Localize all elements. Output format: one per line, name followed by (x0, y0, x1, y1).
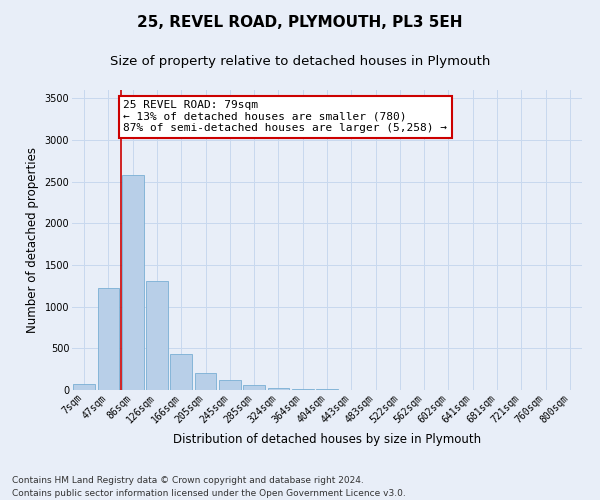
Text: Contains HM Land Registry data © Crown copyright and database right 2024.: Contains HM Land Registry data © Crown c… (12, 476, 364, 485)
Bar (292, 389, 314, 390)
Bar (73, 384, 95, 390)
Text: Contains public sector information licensed under the Open Government Licence v3: Contains public sector information licen… (12, 488, 406, 498)
Bar (97, 288, 119, 390)
Bar (316, 389, 338, 390)
Bar (219, 380, 241, 390)
Text: 25 REVEL ROAD: 79sqm
← 13% of detached houses are smaller (780)
87% of semi-deta: 25 REVEL ROAD: 79sqm ← 13% of detached h… (124, 100, 448, 133)
Text: 25, REVEL ROAD, PLYMOUTH, PL3 5EH: 25, REVEL ROAD, PLYMOUTH, PL3 5EH (137, 15, 463, 30)
Bar (243, 384, 265, 390)
Bar (194, 373, 217, 390)
Bar (146, 281, 168, 390)
Bar (122, 175, 143, 390)
Text: Size of property relative to detached houses in Plymouth: Size of property relative to detached ho… (110, 55, 490, 68)
Y-axis label: Number of detached properties: Number of detached properties (26, 147, 39, 333)
X-axis label: Distribution of detached houses by size in Plymouth: Distribution of detached houses by size … (173, 433, 481, 446)
Bar (268, 388, 289, 390)
Bar (170, 354, 192, 390)
